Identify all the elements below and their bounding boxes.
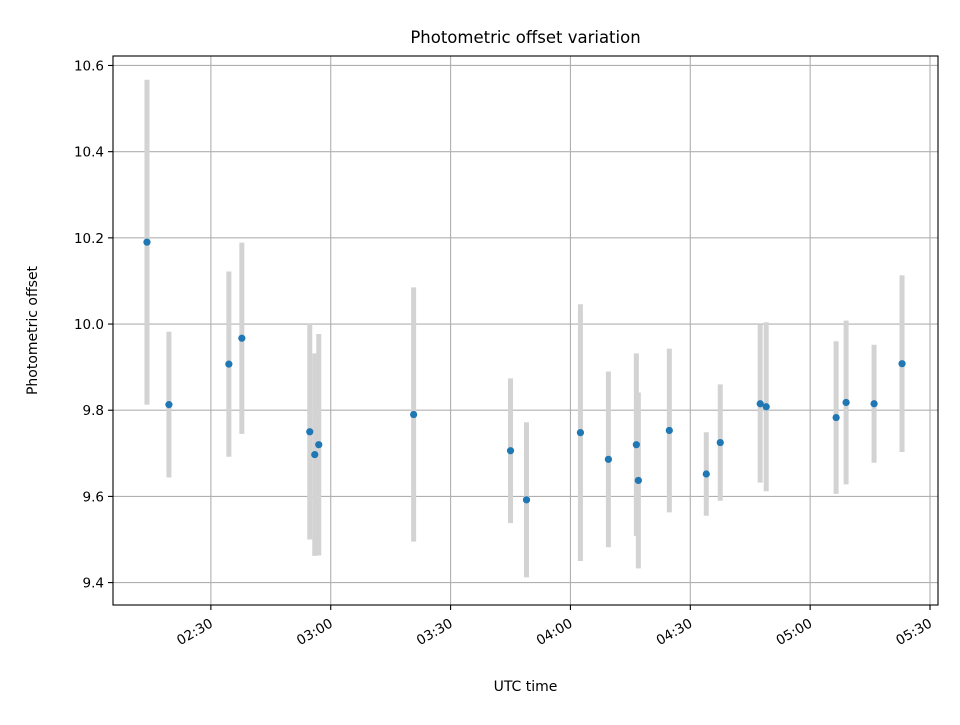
data-point [702,470,710,478]
data-point [842,398,850,407]
data-point [522,496,531,504]
x-axis-label: UTC time [494,679,558,695]
data-point [716,438,724,447]
data-point [238,334,246,342]
data-point [410,410,418,419]
x-tick-label: 03:00 [294,616,336,649]
data-point [576,429,585,437]
data-point [898,360,906,368]
axis-ticks: 02:30 03:00 03:30 04:00 04:30 05:00 05:30 9.4 9.… [74,58,935,648]
x-tick-label: 02:30 [174,616,216,649]
y-tick-label: 10.2 [74,231,104,247]
x-tick-label: 05:30 [893,616,935,649]
data-point [634,476,642,485]
x-tick-label: 05:00 [773,616,815,649]
y-tick-label: 9.8 [83,403,104,419]
y-tick-label: 10.0 [74,317,104,333]
data-point [604,455,612,463]
data-point [632,441,640,449]
x-tick-label: 04:30 [654,616,696,649]
y-tick-label: 10.4 [74,145,104,161]
y-axis-label: Photometric offset [25,265,41,395]
data-point [315,441,323,449]
y-tick-label: 9.6 [83,489,104,505]
y-tick-label: 9.4 [83,576,104,592]
x-tick-label: 04:00 [534,616,576,649]
data-point [143,238,151,246]
data-point [665,426,673,435]
data-point [832,413,840,422]
data-point [870,400,878,408]
data-point [225,360,233,368]
data-point [506,447,515,455]
y-tick-label: 10.6 [74,58,104,74]
grid-lines [113,56,938,605]
data-point [165,401,173,409]
data-point [306,428,314,436]
x-tick-label: 03:30 [414,616,456,649]
chart-title: Photometric offset variation [410,28,640,47]
data-point [311,451,319,459]
data-point [762,403,770,411]
plot-frame [112,55,939,606]
data-point [756,400,764,408]
data-points [143,238,906,504]
